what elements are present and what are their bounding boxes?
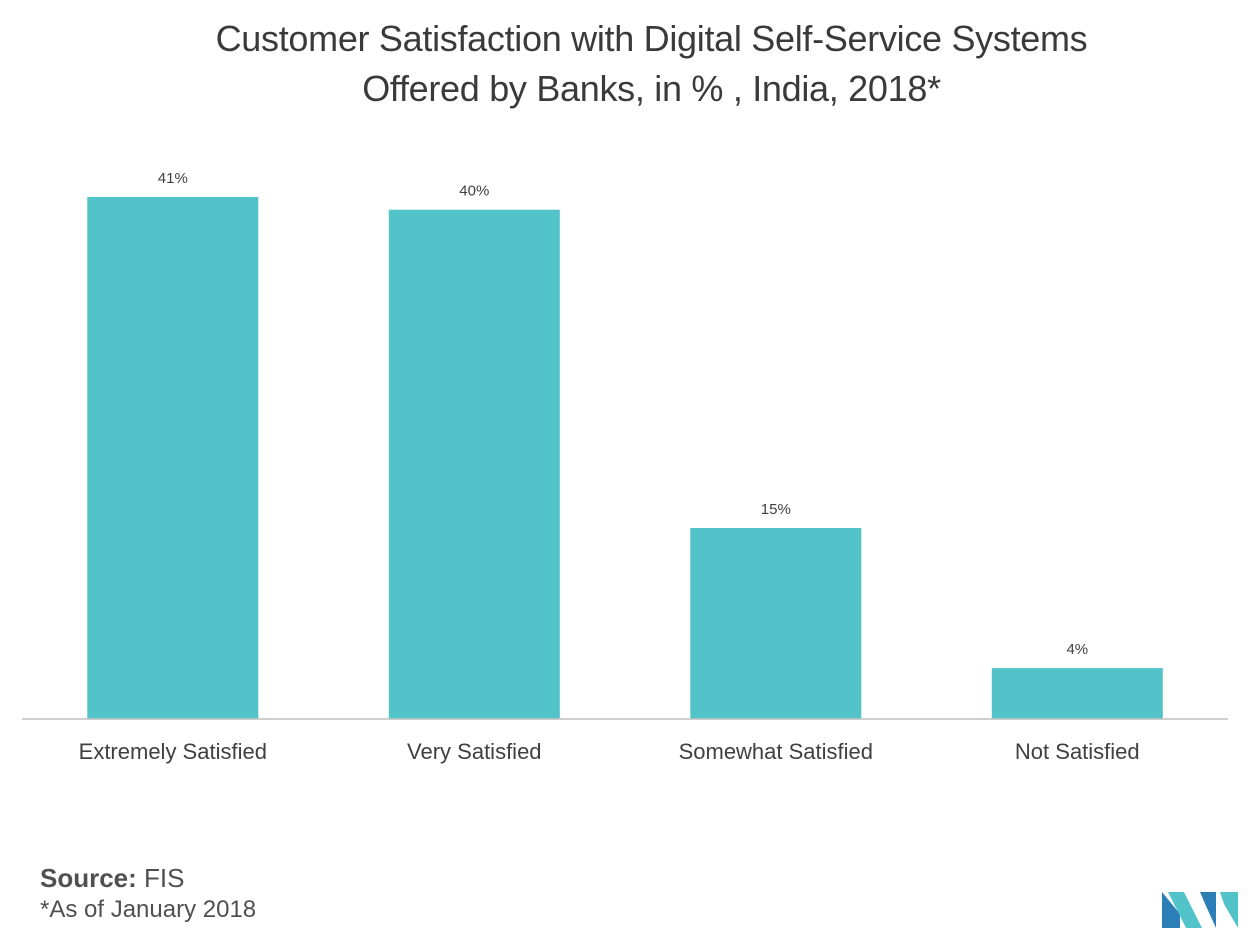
category-label-1: Very Satisfied: [407, 739, 542, 764]
chart-title-line-2: Offered by Banks, in % , India, 2018*: [362, 68, 941, 109]
footnote: *As of January 2018: [40, 896, 257, 923]
source-note: Source: FIS: [40, 862, 184, 894]
mordor-intelligence-logo-icon: [1162, 892, 1238, 928]
source-value: FIS: [136, 863, 185, 893]
category-label-3: Not Satisfied: [1015, 739, 1140, 764]
category-label-2: Somewhat Satisfied: [679, 739, 873, 764]
data-label-2: 15%: [761, 501, 791, 518]
bar-1: [388, 209, 560, 719]
bar-2: [690, 528, 862, 719]
source-label: Source:: [40, 863, 137, 893]
data-label-0: 41%: [158, 170, 188, 187]
bar-chart: 41% Extremely Satisfied 40% Very Satisfied 1…: [22, 170, 1228, 764]
bar-0: [87, 197, 259, 719]
category-label-0: Extremely Satisfied: [79, 739, 267, 764]
chart-title: Customer Satisfaction with Digital Self-…: [0, 14, 1253, 114]
bar-3: [991, 668, 1163, 719]
chart-title-line-1: Customer Satisfaction with Digital Self-…: [215, 18, 1088, 59]
data-label-1: 40%: [459, 183, 489, 200]
data-label-3: 4%: [1066, 641, 1088, 658]
bars-layer: 41% Extremely Satisfied 40% Very Satisfied 1…: [79, 170, 1163, 764]
